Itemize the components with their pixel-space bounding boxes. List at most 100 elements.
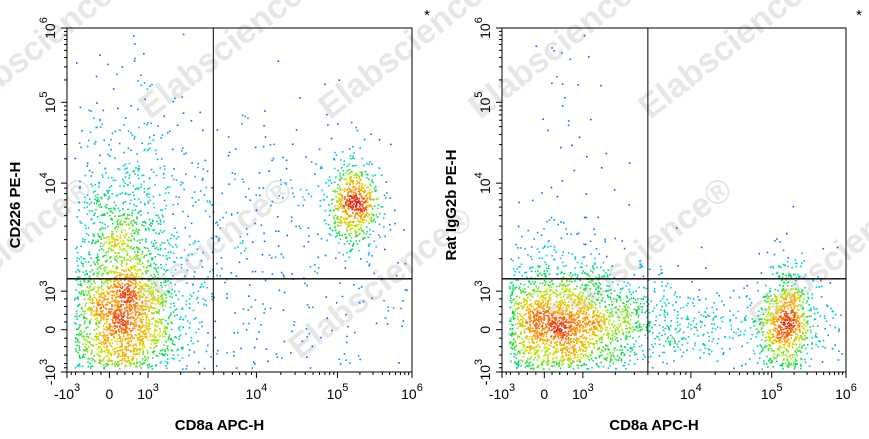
event-dot: [159, 220, 162, 223]
event-dot: [345, 201, 347, 203]
event-dot: [83, 298, 86, 300]
event-dot: [74, 297, 77, 300]
event-dot: [343, 353, 346, 355]
event-dot: [138, 353, 140, 356]
event-dot: [177, 354, 179, 356]
event-dot: [600, 361, 602, 364]
event-dot: [100, 248, 103, 250]
event-dot: [137, 108, 139, 111]
event-dot: [115, 277, 118, 279]
event-dot: [96, 272, 98, 274]
event-dot: [97, 199, 99, 201]
event-dot: [105, 325, 108, 328]
event-dot: [123, 300, 125, 303]
event-dot: [120, 243, 123, 246]
event-dot: [341, 221, 343, 224]
event-dot: [214, 336, 216, 339]
event-dot: [135, 230, 137, 232]
event-dot: [586, 355, 589, 357]
event-dot: [147, 300, 150, 303]
event-dot: [604, 358, 607, 361]
event-dot: [144, 148, 146, 151]
event-dot: [164, 192, 167, 194]
event-dot: [545, 263, 547, 266]
event-dot: [157, 125, 159, 127]
event-dot: [136, 262, 139, 265]
event-dot: [146, 328, 148, 331]
event-dot: [80, 146, 82, 149]
event-dot: [594, 262, 596, 264]
event-dot: [124, 323, 127, 325]
event-dot: [89, 296, 92, 298]
event-dot: [159, 362, 162, 364]
event-dot: [78, 324, 81, 326]
event-dot: [118, 328, 120, 331]
event-dot: [132, 327, 134, 329]
event-dot: [560, 348, 562, 350]
event-dot: [569, 359, 572, 362]
event-dot: [248, 295, 250, 297]
event-dot: [87, 261, 90, 263]
event-dot: [301, 196, 304, 198]
event-dot: [132, 224, 134, 227]
event-dot: [324, 83, 326, 86]
event-dot: [202, 177, 204, 180]
event-dot: [511, 348, 514, 350]
event-dot: [384, 317, 387, 319]
event-dot: [119, 224, 121, 226]
event-dot: [126, 316, 128, 319]
event-dot: [111, 192, 113, 195]
event-dot: [543, 328, 546, 330]
event-dot: [354, 229, 356, 231]
event-dot: [80, 306, 83, 309]
event-dot: [111, 176, 113, 179]
event-dot: [147, 265, 149, 268]
event-dot: [128, 362, 131, 364]
event-dot: [182, 295, 184, 297]
event-dot: [105, 349, 108, 352]
event-dot: [98, 359, 101, 361]
event-dot: [97, 313, 99, 315]
event-dot: [535, 352, 537, 354]
event-dot: [366, 176, 368, 179]
event-dot: [112, 312, 115, 315]
event-dot: [90, 318, 92, 321]
event-dot: [159, 244, 162, 246]
event-dot: [155, 299, 157, 301]
event-dot: [117, 364, 119, 367]
event-dot: [567, 304, 569, 307]
event-dot: [107, 273, 109, 275]
event-dot: [353, 220, 355, 223]
event-dot: [355, 201, 358, 204]
event-dot: [553, 361, 555, 363]
event-dot: [131, 358, 134, 360]
event-dot: [160, 137, 162, 139]
event-dot: [326, 317, 328, 320]
event-dot: [633, 301, 635, 304]
event-dot: [100, 285, 103, 288]
event-dot: [546, 304, 549, 306]
event-dot: [137, 248, 140, 251]
event-dot: [566, 342, 568, 345]
event-dot: [119, 310, 121, 313]
event-dot: [127, 301, 129, 303]
event-dot: [114, 227, 116, 230]
event-dot: [361, 205, 364, 208]
event-dot: [574, 258, 577, 260]
event-dot: [131, 282, 133, 284]
event-dot: [188, 303, 191, 305]
event-dot: [186, 365, 188, 367]
event-dot: [151, 291, 154, 294]
event-dot: [345, 221, 347, 224]
event-dot: [111, 319, 114, 321]
event-dot: [275, 353, 278, 355]
event-dot: [122, 323, 125, 326]
event-dot: [374, 221, 377, 223]
event-dot: [112, 291, 114, 293]
event-dot: [359, 147, 361, 149]
event-dot: [172, 203, 175, 206]
event-dot: [348, 233, 351, 235]
event-dot: [157, 299, 160, 301]
event-dot: [615, 299, 618, 302]
event-dot: [119, 359, 121, 362]
